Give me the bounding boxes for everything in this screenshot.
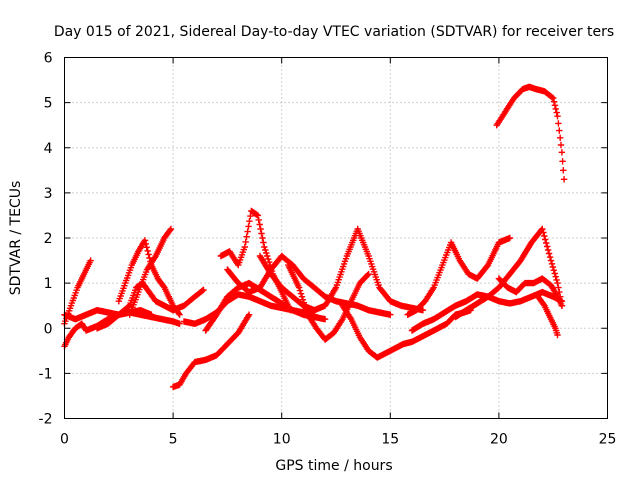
data-points — [256, 225, 427, 314]
series-arc-12 — [256, 225, 427, 314]
x-tick-label: 20 — [490, 432, 508, 448]
data-points — [285, 261, 372, 343]
x-tick-label: 5 — [169, 432, 178, 448]
series-arc-15 — [404, 234, 513, 318]
series-arc-07 — [169, 311, 253, 391]
y-tick-label: 4 — [44, 141, 53, 157]
y-tick-label: 2 — [44, 231, 53, 247]
series-arc-13 — [285, 261, 372, 343]
series-arc-19 — [493, 83, 568, 183]
data-points — [169, 311, 253, 391]
y-tick-label: -1 — [39, 366, 53, 382]
data-points — [224, 252, 394, 318]
y-tick-label: 0 — [44, 321, 53, 337]
chart-title: Day 015 of 2021, Sidereal Day-to-day VTE… — [54, 24, 614, 40]
x-axis-label: GPS time / hours — [275, 458, 392, 474]
y-tick-label: 1 — [44, 276, 53, 292]
x-tick-label: 10 — [273, 432, 291, 448]
data-points — [408, 288, 566, 334]
series-arc-06 — [126, 225, 175, 318]
data-points — [126, 225, 175, 318]
series-layer — [61, 83, 568, 391]
data-points — [495, 275, 566, 309]
series-arc-18 — [495, 275, 566, 309]
data-points — [115, 237, 183, 318]
data-points — [534, 293, 561, 339]
y-tick-label: -2 — [39, 412, 53, 428]
y-tick-label: 6 — [44, 51, 53, 67]
tick-layer: 0 5 10 15 20 25 -2 -1 0 1 2 3 4 5 6 — [39, 51, 617, 448]
series-arc-05 — [115, 237, 183, 318]
series-arc-20 — [534, 293, 561, 339]
data-points — [404, 234, 513, 318]
y-tick-label: 5 — [44, 96, 53, 112]
y-tick-label: 3 — [44, 186, 53, 202]
series-arc-16 — [408, 288, 566, 334]
x-tick-label: 0 — [60, 432, 69, 448]
data-points — [493, 83, 568, 183]
x-tick-label: 15 — [381, 432, 399, 448]
series-arc-11 — [224, 252, 394, 318]
plot-frame — [64, 57, 608, 419]
x-tick-label: 25 — [599, 432, 617, 448]
y-axis-label: SDTVAR / TECUs — [8, 181, 24, 296]
